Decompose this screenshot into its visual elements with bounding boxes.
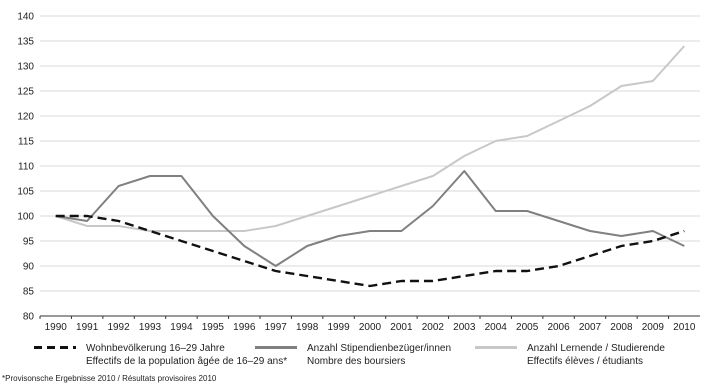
footnote: *Provisonsche Ergebnisse 2010 / Résultat… [2, 374, 217, 383]
x-tick-label: 2005 [516, 322, 539, 333]
x-tick-label: 2000 [359, 322, 382, 333]
x-tick-label: 2001 [390, 322, 413, 333]
x-tick-label: 2006 [547, 322, 570, 333]
x-axis-tick-labels: 1990 1991 1992 1993 1994 1995 1996 1997 1998 1999… [39, 316, 696, 333]
y-tick-label: 90 [23, 262, 35, 273]
series-line-population [55, 214, 685, 288]
x-tick-label: 1991 [76, 322, 99, 333]
gridlines [40, 15, 700, 292]
x-tick-label: 1990 [45, 322, 68, 333]
x-tick-label: 1995 [202, 322, 225, 333]
line-chart: 80 85 90 95 100 105 110 115 120 125 130 135 140 1990… [17, 12, 700, 333]
legend-label-students-fr: Effectifs élèves / étudiants [527, 356, 643, 367]
legend-label-scholarship-holders-de: Anzahl Stipendienbezüger/innen [307, 343, 451, 354]
legend-label-population-fr: Effectifs de la population âgée de 16–29… [86, 356, 288, 367]
series-lines [55, 45, 686, 288]
y-tick-label: 125 [17, 87, 34, 98]
y-tick-label: 130 [17, 62, 34, 73]
x-tick-label: 1992 [107, 322, 130, 333]
x-tick-label: 1993 [139, 322, 162, 333]
series-line-scholarship-holders [55, 170, 685, 267]
legend-swatch-students [475, 346, 517, 349]
legend-swatch-population [34, 346, 76, 349]
y-tick-label: 95 [23, 237, 35, 248]
x-tick-label: 2003 [453, 322, 476, 333]
x-tick-label: 1997 [265, 322, 288, 333]
x-tick-label: 1994 [170, 322, 193, 333]
legend-label-scholarship-holders-fr: Nombre des boursiers [307, 356, 406, 367]
y-tick-label: 105 [17, 187, 34, 198]
y-tick-label: 115 [18, 137, 34, 148]
x-tick-label: 2009 [642, 322, 665, 333]
x-tick-label: 2007 [579, 322, 602, 333]
legend-swatch-scholarship-holders [255, 346, 297, 349]
x-tick-label: 2004 [485, 322, 508, 333]
y-tick-label: 100 [17, 212, 34, 223]
legend-label-students-de: Anzahl Lernende / Studierende [527, 343, 665, 354]
y-tick-label: 140 [17, 12, 34, 23]
x-tick-label: 2008 [610, 322, 633, 333]
legend-label-population-de: Wohnbevölkerung 16–29 Jahre [86, 343, 225, 354]
x-tick-label: 1999 [327, 322, 350, 333]
x-tick-label: 2010 [673, 322, 696, 333]
y-tick-label: 85 [23, 287, 35, 298]
y-tick-label: 135 [17, 37, 34, 48]
x-tick-label: 2002 [422, 322, 445, 333]
y-tick-label: 110 [18, 162, 34, 173]
y-axis-tick-labels: 80 85 90 95 100 105 110 115 120 125 130 135 140 [17, 12, 34, 323]
series-line-students [55, 45, 686, 232]
y-tick-label: 80 [23, 312, 35, 323]
y-tick-label: 120 [17, 112, 34, 123]
x-tick-label: 1998 [296, 322, 319, 333]
x-tick-label: 1996 [233, 322, 256, 333]
